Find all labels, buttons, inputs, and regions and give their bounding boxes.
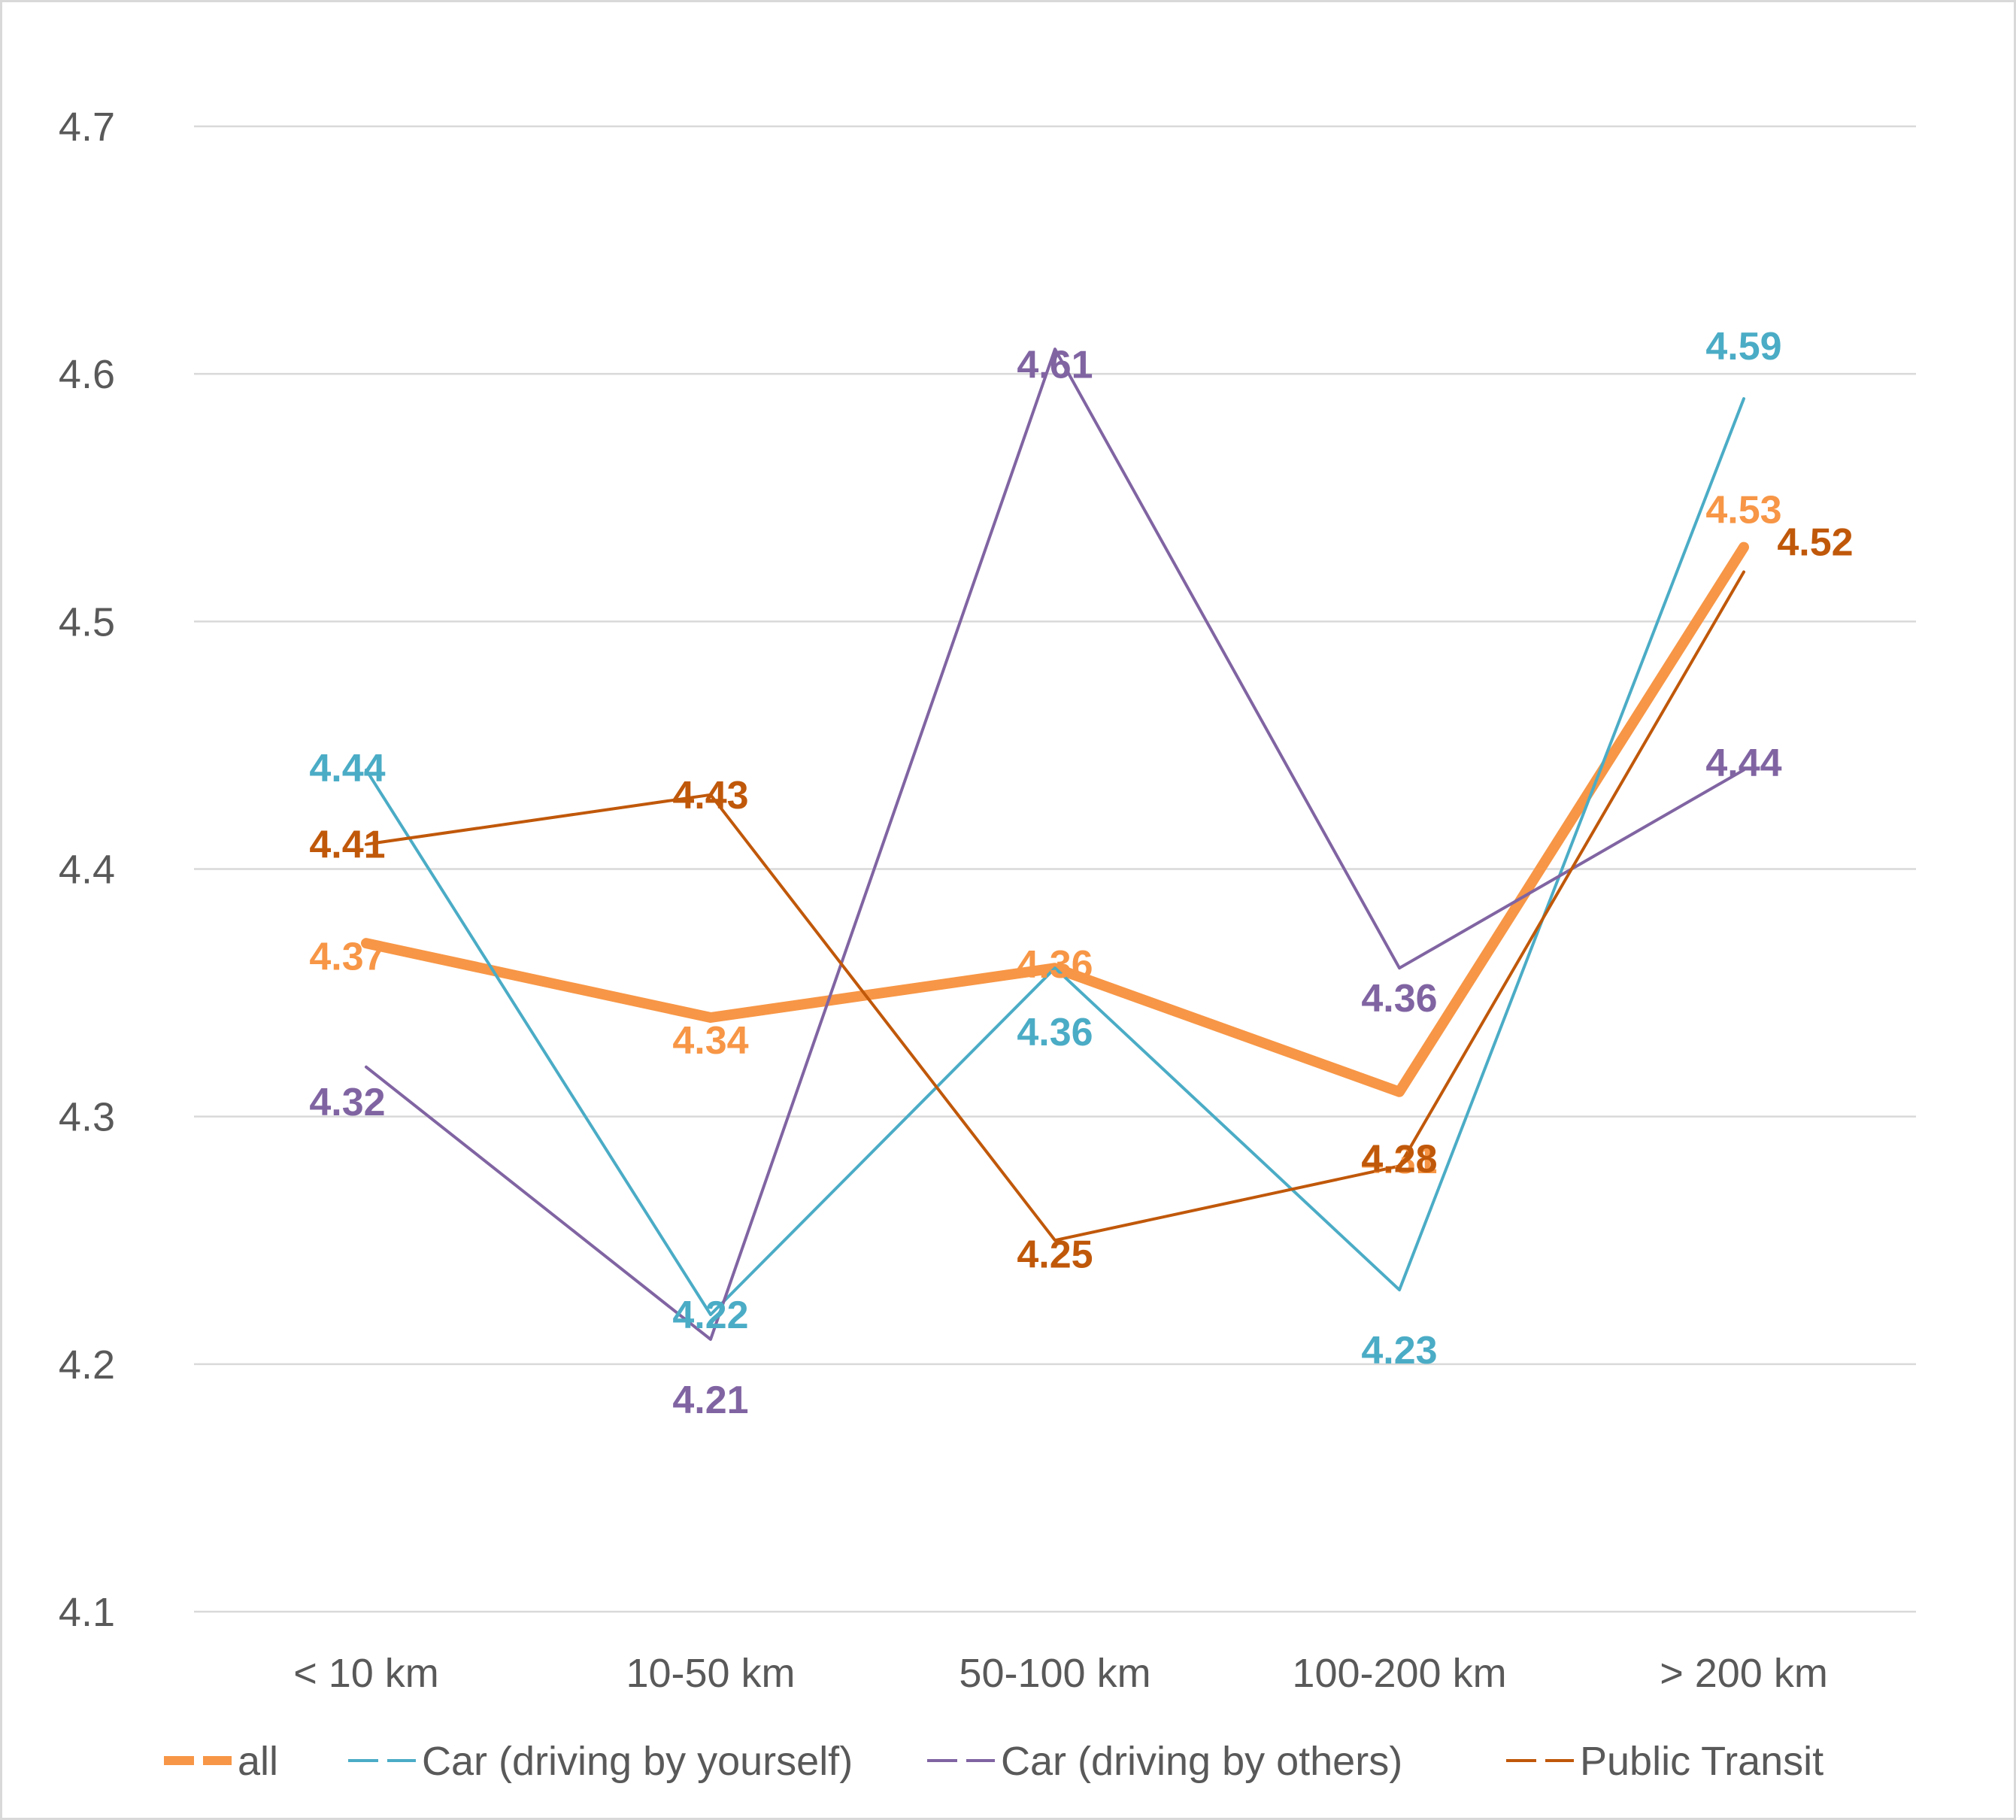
series-line-1 <box>365 397 1745 1316</box>
y-tick-label: 4.4 <box>59 848 115 893</box>
legend: all Car (driving by yourself) Car (driving… <box>164 1739 1823 1784</box>
x-tick-label: 10-50 km <box>626 1651 795 1696</box>
data-label: 4.32 <box>309 1081 385 1124</box>
y-tick-label: 4.5 <box>59 599 115 645</box>
data-labels: 4.37 4.34 4.36 4.31 4.53 4.44 4.22 4.36 4.23 4.59… <box>309 325 1853 1422</box>
data-label: 4.21 <box>672 1379 748 1422</box>
data-label: 4.22 <box>672 1294 748 1337</box>
data-label: 4.23 <box>1361 1329 1437 1373</box>
y-tick-label: 4.2 <box>59 1342 115 1388</box>
y-tick-label: 4.7 <box>59 105 115 150</box>
legend-label: Public Transit <box>1580 1739 1823 1784</box>
x-tick-label: 50-100 km <box>959 1651 1150 1696</box>
series-line-3 <box>365 570 1745 1242</box>
legend-label: Car (driving by yourself) <box>422 1739 853 1784</box>
data-label: 4.37 <box>309 935 385 978</box>
data-label: 4.34 <box>672 1019 748 1063</box>
series-line-0 <box>361 541 1749 1097</box>
data-label: 4.31 <box>1361 1139 1437 1182</box>
y-axis-tick-labels: 4.1 4.2 4.3 4.4 4.5 4.6 4.7 <box>59 105 115 1635</box>
data-label: 4.36 <box>1017 943 1093 987</box>
x-tick-label: < 10 km <box>293 1651 439 1696</box>
data-label: 4.53 <box>1705 489 1781 532</box>
legend-label: Car (driving by others) <box>1001 1739 1402 1784</box>
data-label: 4.43 <box>672 774 748 817</box>
y-tick-label: 4.6 <box>59 352 115 397</box>
x-axis-tick-labels: < 10 km 10-50 km 50-100 km 100-200 km > 200 … <box>293 1651 1828 1696</box>
series-lines <box>361 347 1749 1341</box>
data-label: 4.44 <box>309 747 385 790</box>
y-tick-label: 4.1 <box>59 1590 115 1635</box>
y-tick-label: 4.3 <box>59 1095 115 1140</box>
data-label: 4.44 <box>1705 742 1781 785</box>
data-label: 4.52 <box>1777 521 1853 565</box>
legend-label: all <box>238 1739 278 1784</box>
x-tick-label: 100-200 km <box>1292 1651 1506 1696</box>
gridlines <box>194 125 1916 1613</box>
data-label: 4.28 <box>1361 1138 1437 1181</box>
series-line-2 <box>365 347 1745 1341</box>
data-label: 4.25 <box>1017 1233 1093 1276</box>
data-label: 4.61 <box>1017 343 1093 387</box>
x-tick-label: > 200 km <box>1660 1651 1828 1696</box>
data-label: 4.36 <box>1361 977 1437 1021</box>
data-label: 4.36 <box>1017 1011 1093 1054</box>
data-label: 4.41 <box>309 824 385 867</box>
data-label: 4.59 <box>1705 325 1781 369</box>
